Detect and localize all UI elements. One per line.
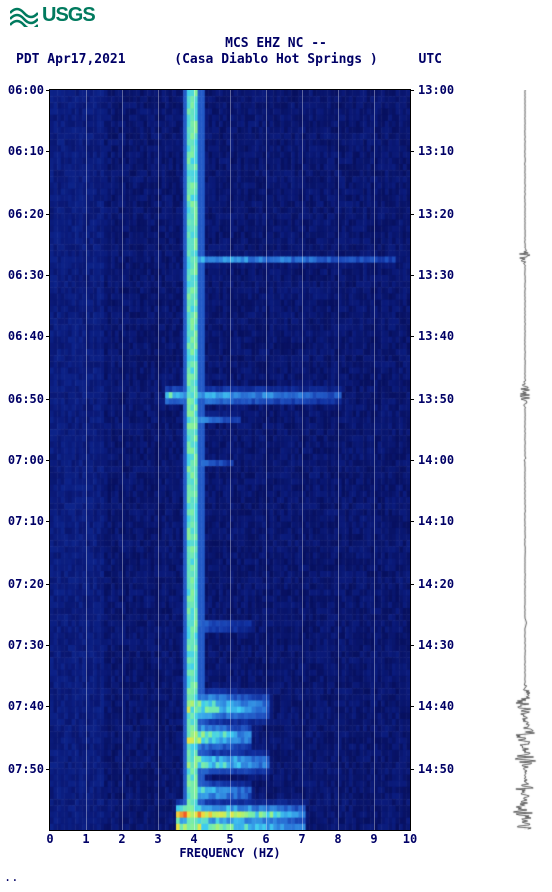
x-tick: 5 — [226, 832, 233, 846]
header-right-tz: UTC — [419, 52, 442, 67]
y-left-tick: 06:30 — [8, 268, 44, 282]
x-tick: 2 — [118, 832, 125, 846]
y-axis-left: 06:0006:1006:2006:3006:4006:5007:0007:10… — [0, 90, 50, 830]
y-right-tick: 13:10 — [418, 144, 454, 158]
x-tick: 9 — [370, 832, 377, 846]
header-station-name: (Casa Diablo Hot Springs ) — [0, 52, 552, 67]
y-left-tick: 07:50 — [8, 762, 44, 776]
y-left-tick: 06:10 — [8, 144, 44, 158]
y-left-tick: 07:30 — [8, 638, 44, 652]
y-left-tick: 06:50 — [8, 392, 44, 406]
x-tick: 0 — [46, 832, 53, 846]
y-right-tick: 13:40 — [418, 329, 454, 343]
y-right-tick: 14:10 — [418, 514, 454, 528]
waveform-trace — [510, 90, 540, 830]
y-right-tick: 13:50 — [418, 392, 454, 406]
y-right-tick: 14:40 — [418, 699, 454, 713]
spectrogram-plot — [50, 90, 410, 830]
y-left-tick: 06:00 — [8, 83, 44, 97]
usgs-logo: USGS — [10, 4, 95, 27]
x-tick: 7 — [298, 832, 305, 846]
usgs-wave-icon — [10, 5, 38, 27]
y-right-tick: 14:30 — [418, 638, 454, 652]
y-left-tick: 07:10 — [8, 514, 44, 528]
y-left-tick: 07:20 — [8, 577, 44, 591]
y-axis-right: 13:0013:1013:2013:3013:4013:5014:0014:10… — [412, 90, 462, 830]
x-tick: 10 — [403, 832, 417, 846]
y-left-tick: 06:40 — [8, 329, 44, 343]
y-left-tick: 07:40 — [8, 699, 44, 713]
y-right-tick: 13:20 — [418, 207, 454, 221]
station-channel-title: MCS EHZ NC -- — [0, 36, 552, 51]
x-tick: 3 — [154, 832, 161, 846]
y-right-tick: 14:50 — [418, 762, 454, 776]
x-tick: 4 — [190, 832, 197, 846]
x-tick: 8 — [334, 832, 341, 846]
x-tick: 6 — [262, 832, 269, 846]
corner-mark: .. — [4, 870, 18, 884]
y-right-tick: 14:00 — [418, 453, 454, 467]
x-axis-title: FREQUENCY (HZ) — [50, 846, 410, 860]
y-left-tick: 07:00 — [8, 453, 44, 467]
y-right-tick: 14:20 — [418, 577, 454, 591]
x-tick: 1 — [82, 832, 89, 846]
y-left-tick: 06:20 — [8, 207, 44, 221]
y-right-tick: 13:30 — [418, 268, 454, 282]
usgs-logo-text: USGS — [42, 4, 95, 27]
y-right-tick: 13:00 — [418, 83, 454, 97]
